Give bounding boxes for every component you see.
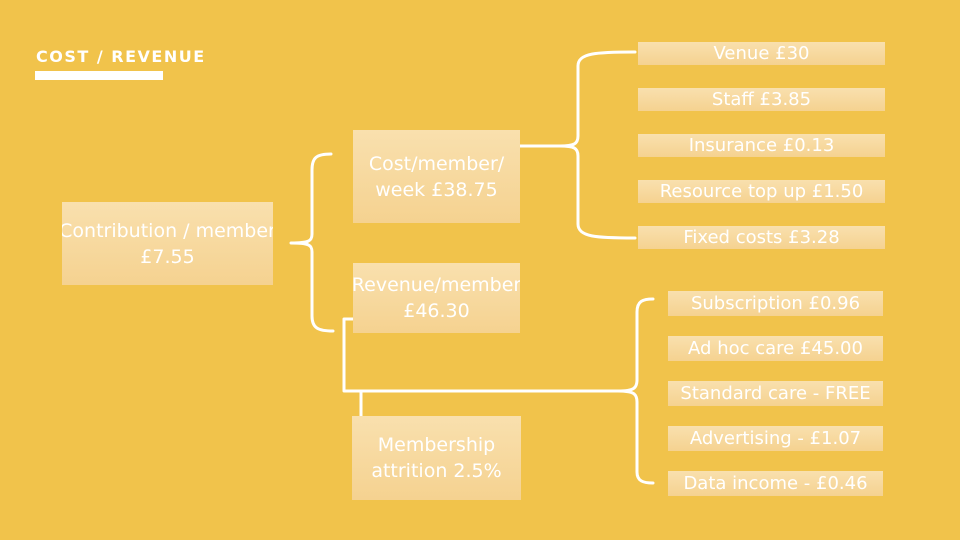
node-contribution-per-member: Contribution / member £7.55 [62,202,273,285]
node-text-line: Cost/member/ [368,152,505,175]
revenue-connector-line [342,317,624,393]
cost-item-resource-top-up: Resource top up £1.50 [638,180,885,203]
node-text-line: £46.30 [403,300,470,322]
node-text-line: week £38.75 [375,178,498,201]
cost-item-fixed-costs: Fixed costs £3.28 [638,226,885,249]
revenue-item-ad-hoc-care: Ad hoc care £45.00 [668,336,883,361]
node-text-line: attrition 2.5% [371,460,502,482]
revenue-item-standard-care: Standard care - FREE [668,381,883,406]
page-title: COST / REVENUE [36,47,206,66]
cost-items-group: Venue £30 Staff £3.85 Insurance £0.13 Re… [638,42,885,249]
cost-item-venue: Venue £30 [638,42,885,65]
revenue-items-brace [616,297,655,485]
node-text-line: Contribution / member [62,219,273,242]
revenue-item-data-income: Data income - £0.46 [668,471,883,496]
node-membership-attrition: Membership attrition 2.5% [352,416,521,500]
title-underline [35,71,163,80]
cost-items-brace [558,50,637,240]
revenue-item-advertising: Advertising - £1.07 [668,426,883,451]
left-brace-connector [289,152,335,333]
cost-item-staff: Staff £3.85 [638,88,885,111]
node-revenue-per-member: Revenue/member £46.30 [353,263,520,333]
revenue-items-group: Subscription £0.96 Ad hoc care £45.00 St… [668,291,883,496]
node-text-line: Membership [377,434,496,456]
node-text-line: Revenue/member [353,274,520,296]
cost-item-insurance: Insurance £0.13 [638,134,885,157]
revenue-item-subscription: Subscription £0.96 [668,291,883,316]
node-text-line: £7.55 [140,245,195,268]
node-cost-per-member-week: Cost/member/ week £38.75 [353,130,520,223]
